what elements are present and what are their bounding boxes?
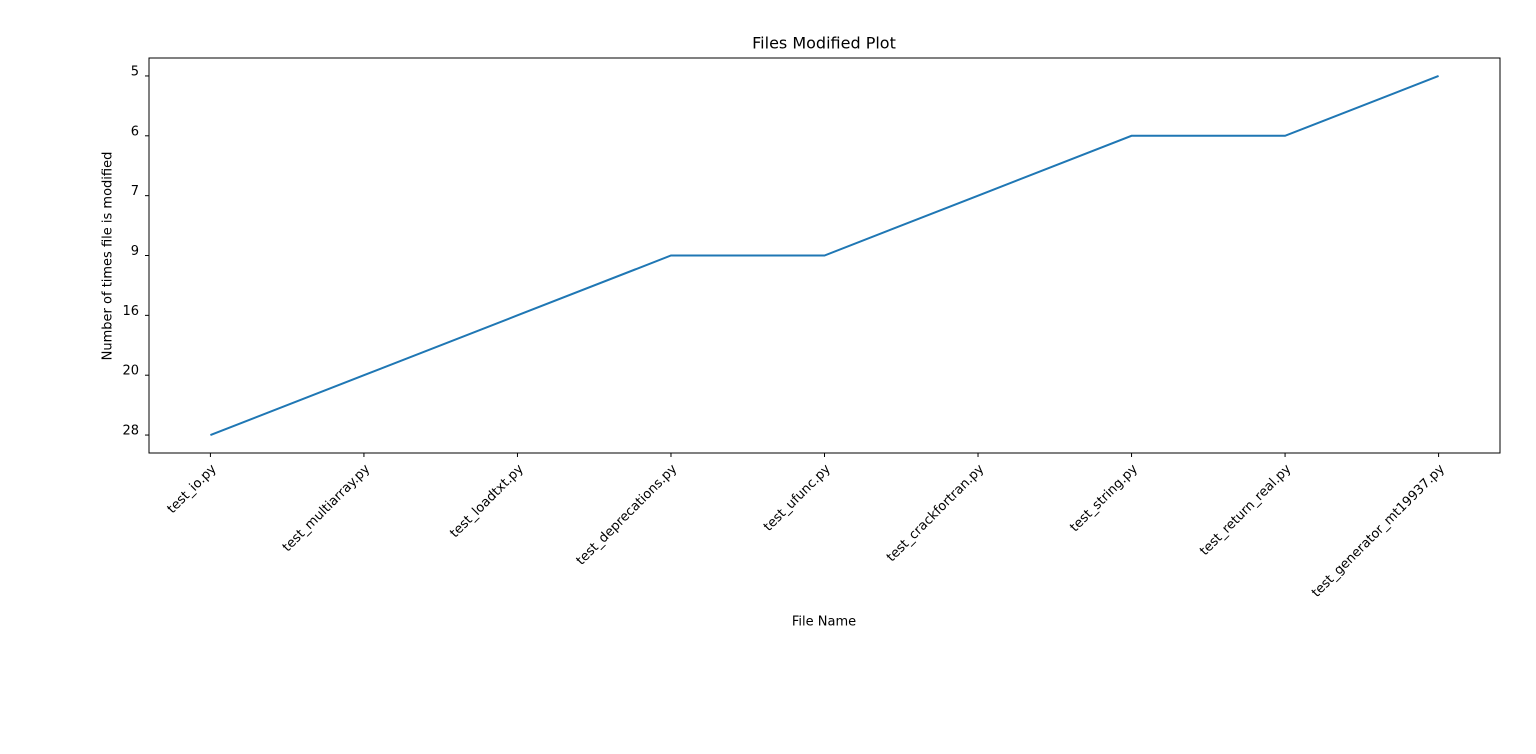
y-tick-label: 16: [122, 304, 139, 319]
x-axis-label: File Name: [792, 615, 856, 630]
y-tick-label: 7: [131, 184, 139, 199]
line: [210, 75, 1439, 436]
y-tick-label: 28: [122, 424, 139, 439]
y-tick-label: 6: [131, 124, 139, 139]
y-axis-label: Number of times file is modified: [101, 152, 116, 361]
y-tick-label: 5: [131, 64, 139, 79]
y-tick-label: 9: [131, 244, 139, 259]
chart-title: Files Modified Plot: [752, 34, 896, 53]
y-tick-label: 20: [122, 364, 139, 379]
